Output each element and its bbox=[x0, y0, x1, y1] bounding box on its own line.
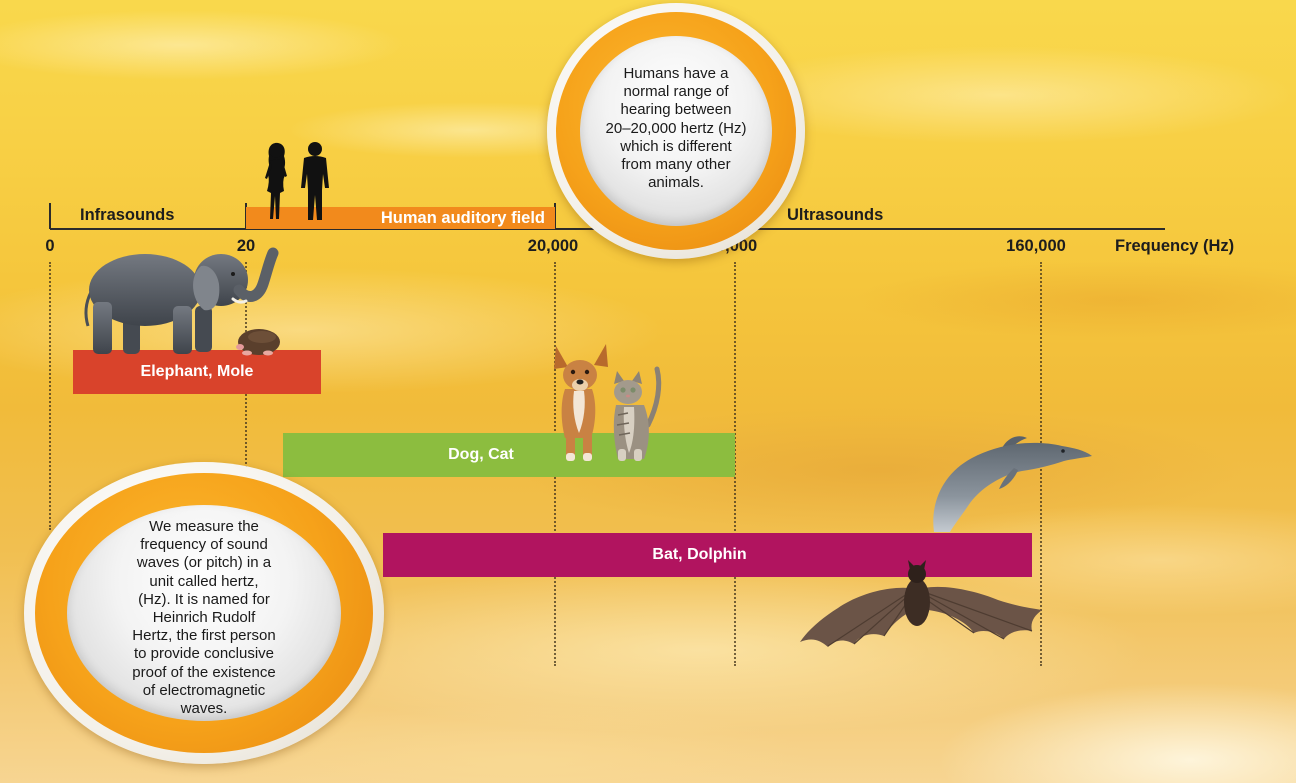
callout-line: waves. bbox=[180, 700, 228, 718]
callout-line: We measure the bbox=[149, 518, 259, 535]
callout-line: Heinrich Rudolf bbox=[152, 609, 256, 627]
callout-line: of electromagnetic bbox=[142, 681, 266, 699]
callout-inner-circle bbox=[67, 505, 341, 721]
callout-line: waves (or pitch) in a bbox=[136, 554, 272, 572]
range-bar-dog-cat: Dog, Cat bbox=[283, 433, 735, 477]
callout-line: animals. bbox=[648, 174, 704, 192]
callout-line: which is different bbox=[620, 137, 732, 155]
dog-icon bbox=[554, 344, 608, 461]
callout-ring bbox=[35, 473, 373, 753]
range-label: Elephant, Mole bbox=[140, 363, 254, 380]
infrasounds-label: Infrasounds bbox=[80, 206, 175, 224]
tick-label-20: 20 bbox=[236, 237, 256, 255]
callout-line: from many other bbox=[621, 156, 731, 174]
callout-line: to provide conclusive bbox=[133, 645, 275, 663]
range-label: Bat, Dolphin bbox=[652, 546, 747, 563]
human-hearing-callout: Humans have a normal range of hearing be… bbox=[547, 3, 805, 259]
callout-line: 20–20,000 hertz (Hz) bbox=[605, 119, 747, 137]
callout-ring bbox=[556, 12, 796, 250]
range-label: Dog, Cat bbox=[448, 446, 514, 463]
axis-tick-start bbox=[49, 203, 51, 229]
range-bar-elephant-mole: Elephant, Mole bbox=[73, 350, 321, 394]
callout-line: hearing between bbox=[620, 101, 732, 119]
callout-text: We measure the frequency of sound waves … bbox=[24, 518, 384, 718]
bat-icon bbox=[800, 560, 1042, 647]
callout-line: frequency of sound bbox=[140, 536, 268, 554]
hertz-definition-callout: We measure the frequency of sound waves … bbox=[24, 462, 384, 764]
tick-label-160000: 160,000 bbox=[1006, 237, 1066, 255]
callout-line: unit called hertz, bbox=[149, 572, 259, 590]
callout-line: Hertz, the first person bbox=[132, 627, 276, 645]
human-auditory-field-bar: Human auditory field bbox=[246, 207, 555, 229]
tick-label-20000: 20,000 bbox=[527, 237, 579, 255]
dolphin-icon bbox=[933, 436, 1092, 532]
callout-line: proof of the existence bbox=[132, 663, 276, 681]
ultrasounds-label: Ultrasounds bbox=[787, 206, 884, 224]
callout-inner-circle bbox=[580, 36, 772, 226]
people-silhouette-icon bbox=[265, 142, 329, 220]
cat-icon bbox=[613, 366, 662, 461]
mole-icon bbox=[236, 329, 280, 356]
guide-line-0 bbox=[49, 262, 51, 530]
axis-unit-label: Frequency (Hz) bbox=[1115, 237, 1235, 255]
axis-tick-20 bbox=[245, 203, 247, 229]
elephant-icon bbox=[84, 247, 279, 354]
tick-label-0: 0 bbox=[45, 237, 55, 255]
callout-line: (Hz). It is named for bbox=[138, 590, 270, 608]
callout-line: Humans have a bbox=[623, 65, 729, 82]
callout-text: Humans have a normal range of hearing be… bbox=[547, 65, 805, 192]
callout-line: normal range of bbox=[623, 83, 729, 101]
guide-line-40000 bbox=[734, 262, 736, 666]
